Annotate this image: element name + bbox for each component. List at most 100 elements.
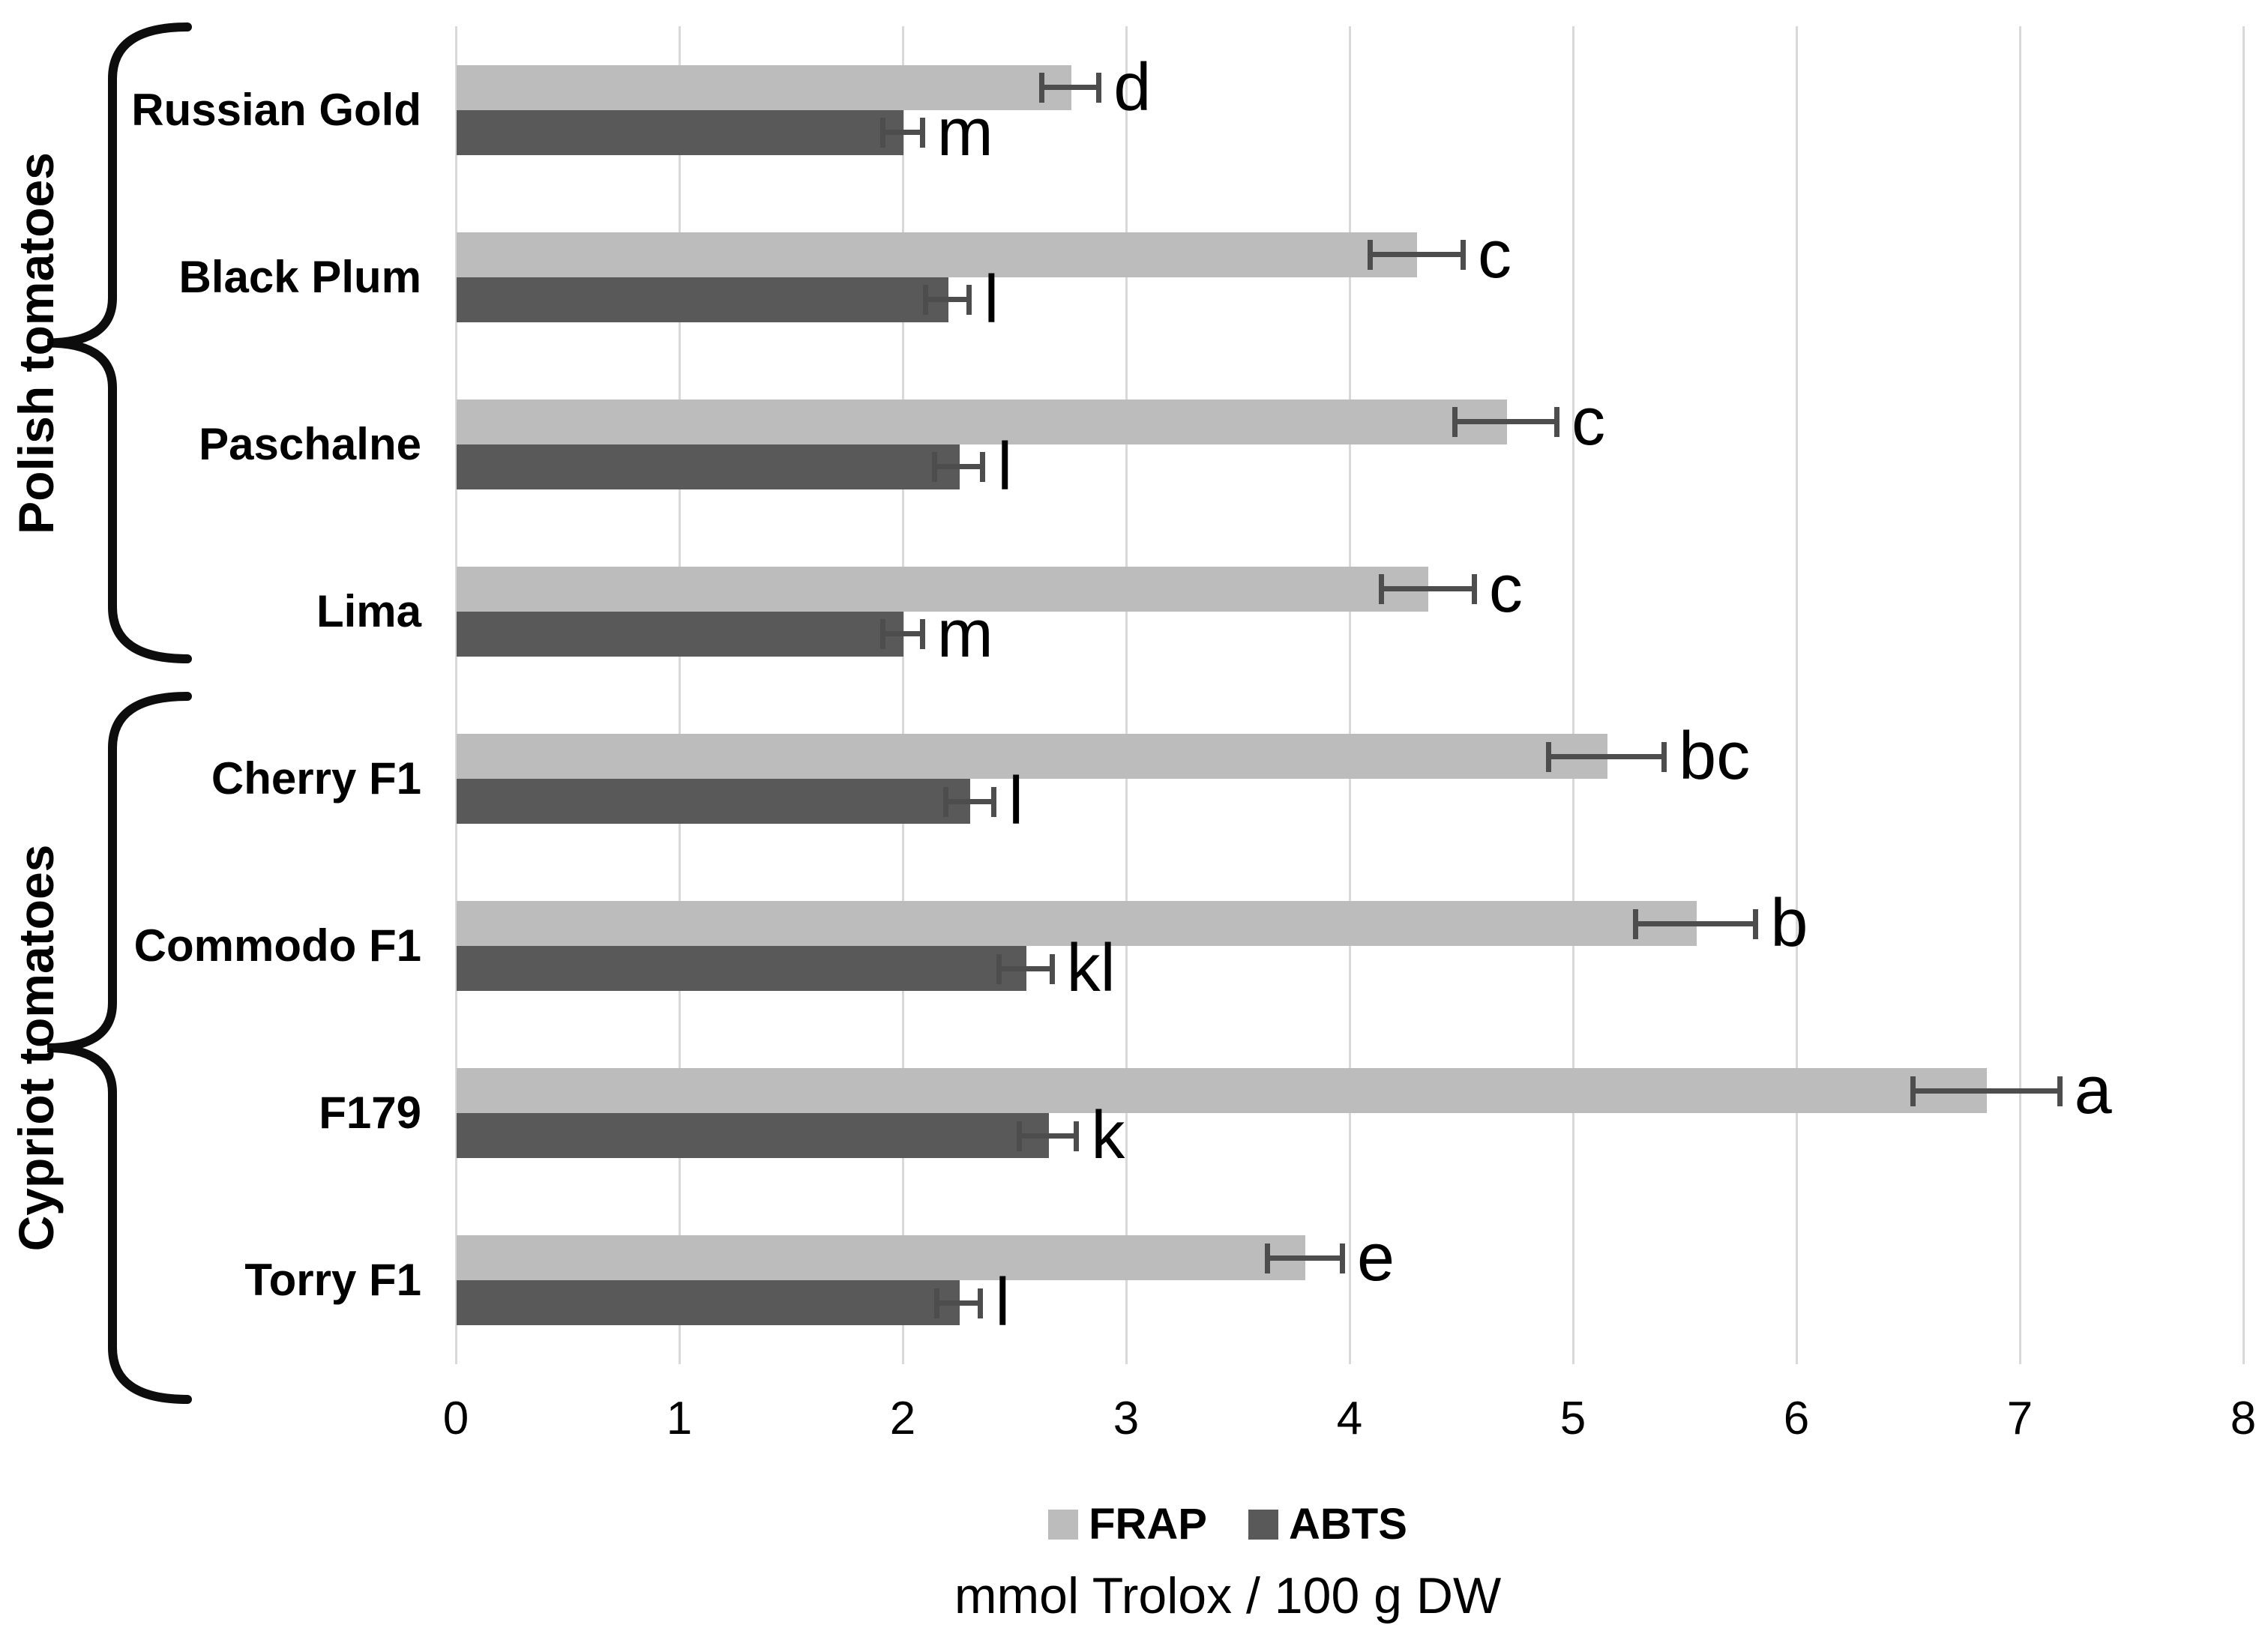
error-bar-cap	[1264, 1243, 1270, 1273]
abts-bar	[457, 611, 903, 657]
significance-letter: kl	[1066, 931, 1116, 1007]
error-bar-cap	[942, 786, 948, 817]
significance-letter: d	[1113, 49, 1152, 125]
error-bar-cap	[978, 1288, 984, 1318]
frap-bar	[457, 399, 1507, 444]
error-bar-cap	[919, 118, 925, 148]
x-axis-title: mmol Trolox / 100 g DW	[954, 1567, 1502, 1624]
category-label: Torry F1	[244, 1255, 421, 1306]
error-bar	[931, 452, 986, 483]
error-bar-cap	[1378, 574, 1384, 605]
legend-label-abts: ABTS	[1289, 1500, 1407, 1549]
error-bar-cap	[1753, 908, 1759, 939]
x-tick-label: 1	[666, 1393, 693, 1444]
curly-brace-cypriot	[46, 692, 192, 1404]
error-bar-cap	[1038, 73, 1044, 103]
x-tick-label: 6	[1783, 1393, 1810, 1444]
significance-letter: c	[1488, 551, 1523, 627]
gridline	[679, 26, 681, 1364]
error-bar-cap	[996, 953, 1002, 984]
gridline	[1796, 26, 1798, 1364]
abts-swatch-icon	[1248, 1510, 1278, 1540]
category-label: Black Plum	[178, 251, 421, 302]
error-bar-cap	[933, 1288, 939, 1318]
frap-bar	[457, 734, 1607, 780]
error-bar-cap	[880, 118, 886, 148]
group-label-polish: Polish tomatoes	[8, 151, 64, 534]
frap-swatch-icon	[1048, 1510, 1079, 1540]
abts-bar	[457, 1113, 1049, 1159]
error-bar-cap	[880, 619, 886, 650]
gridline	[902, 26, 904, 1364]
x-tick-label: 7	[2006, 1393, 2033, 1444]
category-label: Paschalne	[199, 418, 421, 469]
gridline	[2243, 26, 2245, 1364]
error-bar-cap	[1633, 908, 1639, 939]
error-bar	[880, 619, 925, 650]
error-bar	[1910, 1076, 2063, 1106]
error-bar	[1264, 1243, 1346, 1273]
error-bar-cap	[1546, 741, 1552, 772]
error-bar	[1546, 741, 1667, 772]
error-bar-cap	[1367, 240, 1373, 271]
error-bar-cap	[1661, 741, 1667, 772]
x-tick-label: 2	[889, 1393, 916, 1444]
significance-letter: m	[936, 94, 993, 170]
x-tick-label: 4	[1336, 1393, 1363, 1444]
legend-item-abts: ABTS	[1248, 1503, 1407, 1546]
error-bar-cap	[1460, 240, 1466, 271]
significance-letter: l	[997, 429, 1013, 504]
error-bar-cap	[991, 786, 997, 817]
error-bar-cap	[966, 285, 972, 316]
frap-bar	[457, 232, 1418, 277]
error-bar	[1378, 574, 1477, 605]
x-tick-label: 0	[442, 1393, 469, 1444]
frap-bar	[457, 64, 1071, 110]
significance-letter: b	[1770, 886, 1808, 962]
error-bar-cap	[931, 452, 937, 483]
error-bar-cap	[1016, 1121, 1022, 1151]
error-bar	[922, 285, 972, 316]
frap-bar	[457, 1068, 1988, 1114]
significance-letter: m	[936, 596, 993, 672]
legend-label-frap: FRAP	[1089, 1500, 1207, 1549]
frap-bar	[457, 901, 1697, 947]
error-bar	[1367, 240, 1466, 271]
error-bar-cap	[1096, 73, 1102, 103]
category-label: Cherry F1	[211, 753, 421, 804]
significance-letter: l	[984, 262, 999, 337]
x-tick-label: 5	[1559, 1393, 1586, 1444]
significance-letter: c	[1477, 217, 1512, 292]
gridline	[1572, 26, 1574, 1364]
category-label: Commodo F1	[133, 920, 421, 971]
error-bar-cap	[922, 285, 928, 316]
abts-bar	[457, 1280, 960, 1326]
error-bar-cap	[1554, 407, 1560, 438]
significance-letter: k	[1091, 1098, 1125, 1174]
error-bar-cap	[1049, 953, 1055, 984]
error-bar-cap	[1074, 1121, 1080, 1151]
x-tick-label: 8	[2230, 1393, 2257, 1444]
error-bar	[1016, 1121, 1080, 1151]
gridline	[1349, 26, 1351, 1364]
abts-bar	[457, 779, 971, 824]
error-bar	[933, 1288, 984, 1318]
error-bar	[942, 786, 997, 817]
group-label-cypriot: Cypriot tomatoes	[8, 844, 64, 1252]
legend-item-frap: FRAP	[1048, 1503, 1207, 1546]
abts-bar	[457, 109, 903, 155]
category-label: Lima	[316, 585, 421, 636]
abts-bar	[457, 444, 960, 489]
error-bar	[880, 118, 925, 148]
significance-letter: a	[2074, 1053, 2112, 1129]
error-bar-cap	[980, 452, 986, 483]
significance-letter: l	[1008, 764, 1024, 839]
significance-letter: e	[1357, 1220, 1395, 1296]
legend: FRAP ABTS	[187, 1503, 2268, 1546]
significance-letter: c	[1571, 384, 1606, 459]
significance-letter: l	[995, 1265, 1011, 1341]
error-bar-cap	[919, 619, 925, 650]
error-bar	[1452, 407, 1560, 438]
abts-bar	[457, 946, 1026, 992]
